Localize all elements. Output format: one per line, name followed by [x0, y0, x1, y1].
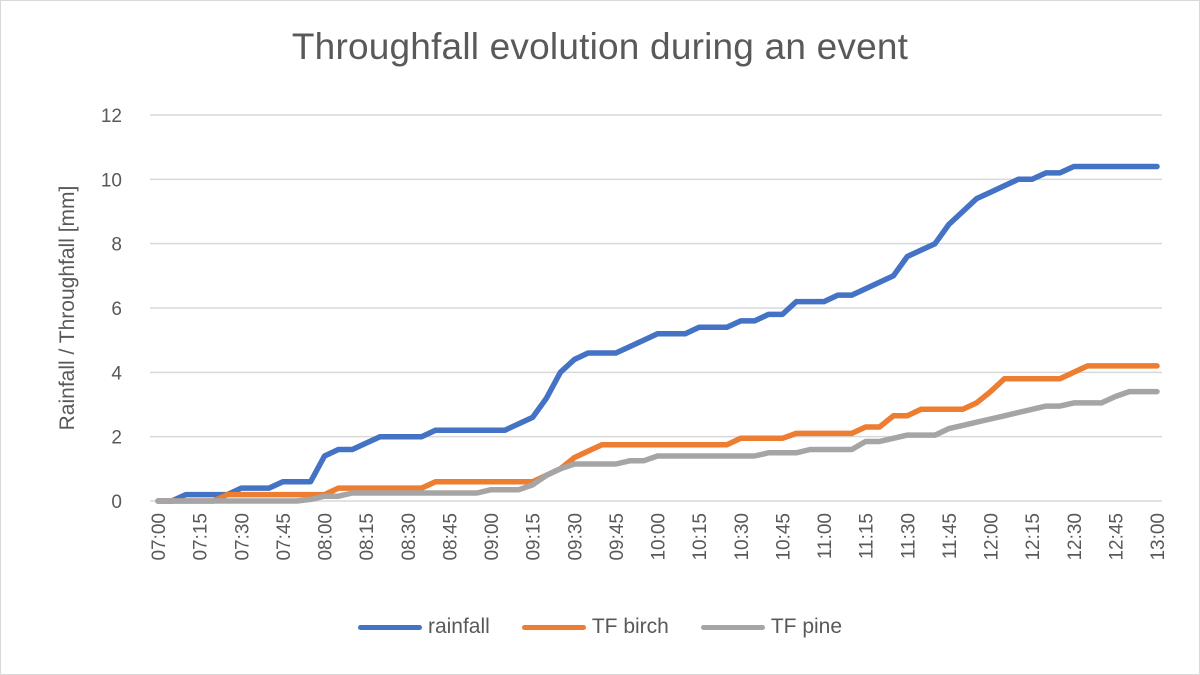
x-tick-label: 07:30: [232, 513, 253, 561]
gridlines: [150, 114, 1162, 502]
y-tick-label: 10: [101, 170, 122, 191]
x-tick-label: 11:00: [815, 513, 836, 559]
legend-label: rainfall: [427, 615, 490, 638]
x-tick-label: 07:15: [191, 513, 212, 561]
legend-item-tf-pine: TF pine: [700, 615, 843, 639]
x-tick-label: 09:45: [607, 513, 628, 561]
y-tick-label: 0: [111, 492, 122, 513]
y-axis-ticks: 0 2 4 6 8 10 12: [101, 106, 123, 513]
x-tick-label: 09:00: [482, 513, 503, 561]
legend: rainfall TF birch TF pine: [0, 615, 1200, 639]
y-tick-label: 6: [111, 299, 122, 320]
x-tick-label: 08:30: [399, 513, 420, 561]
x-tick-label: 10:00: [649, 513, 670, 561]
x-tick-label: 12:00: [982, 513, 1003, 561]
x-tick-label: 13:00: [1148, 513, 1169, 561]
series-line-rainfall: [155, 163, 1160, 504]
x-tick-label: 08:45: [440, 513, 461, 561]
x-tick-label: 12:15: [1023, 513, 1044, 561]
x-tick-label: 08:00: [316, 513, 337, 561]
x-tick-label: 11:45: [940, 513, 961, 559]
x-tick-label: 10:30: [732, 513, 753, 561]
legend-swatch: [521, 624, 586, 630]
y-tick-label: 8: [111, 235, 122, 256]
legend-label: TF pine: [770, 615, 843, 638]
x-tick-label: 09:15: [524, 513, 545, 561]
y-axis-title: Rainfall / Throughfall [mm]: [56, 186, 79, 431]
y-tick-label: 2: [111, 428, 122, 449]
chart-title: Throughfall evolution during an event: [291, 26, 909, 67]
legend-item-tf-birch: TF birch: [521, 615, 669, 639]
series-lines: [155, 163, 1160, 504]
series-line-tf-pine: [155, 388, 1160, 504]
x-axis-ticks: 07:00 07:15 07:30 07:45 08:00 08:15 08:30 08:45…: [149, 513, 1169, 561]
x-tick-label: 07:45: [274, 513, 295, 561]
x-tick-label: 10:45: [773, 513, 794, 561]
x-tick-label: 08:15: [357, 513, 378, 561]
x-tick-label: 09:30: [565, 513, 586, 561]
y-tick-label: 12: [101, 106, 122, 127]
x-tick-label: 07:00: [149, 513, 170, 561]
legend-item-rainfall: rainfall: [357, 615, 490, 639]
legend-label: TF birch: [591, 615, 669, 638]
x-tick-label: 11:15: [857, 513, 878, 559]
legend-swatch: [357, 624, 422, 630]
y-tick-label: 4: [111, 363, 122, 384]
x-tick-label: 12:30: [1065, 513, 1086, 561]
legend-swatch: [700, 624, 765, 630]
x-tick-label: 11:30: [898, 513, 919, 559]
x-tick-label: 12:45: [1106, 513, 1127, 561]
x-tick-label: 10:15: [690, 513, 711, 561]
